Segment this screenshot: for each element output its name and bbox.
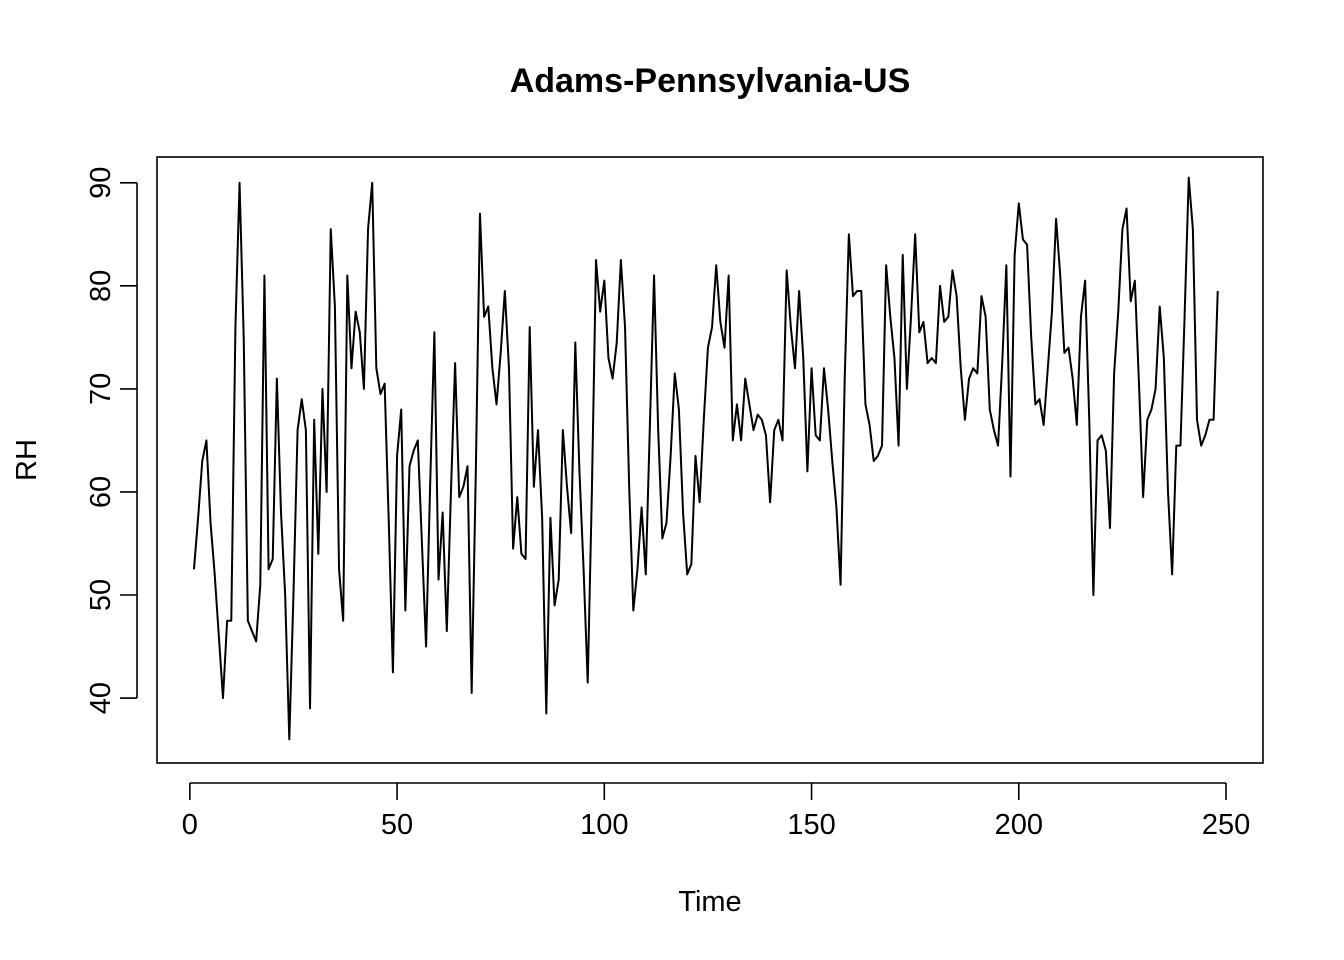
y-tick-label: 60 — [85, 476, 117, 508]
y-tick-label: 70 — [85, 373, 117, 405]
x-tick-label: 0 — [182, 809, 198, 841]
x-axis-label: Time — [678, 886, 741, 918]
series-line-rh — [192, 176, 1219, 741]
y-tick-label: 90 — [85, 167, 117, 199]
y-tick-label: 80 — [85, 270, 117, 302]
x-tick-label: 200 — [995, 809, 1043, 841]
plot-frame — [156, 156, 1264, 764]
y-axis-ticks: 40 50 60 70 80 90 — [85, 167, 137, 714]
chart-title: Adams-Pennsylvania-US — [510, 62, 911, 100]
y-axis-label: RH — [11, 439, 43, 481]
y-tick-label: 40 — [85, 682, 117, 714]
x-tick-label: 100 — [580, 809, 628, 841]
y-tick-label: 50 — [85, 579, 117, 611]
x-tick-label: 50 — [381, 809, 413, 841]
x-tick-label: 250 — [1202, 809, 1250, 841]
x-axis-ticks: 0 50 100 150 200 250 — [182, 783, 1250, 841]
x-tick-label: 150 — [787, 809, 835, 841]
